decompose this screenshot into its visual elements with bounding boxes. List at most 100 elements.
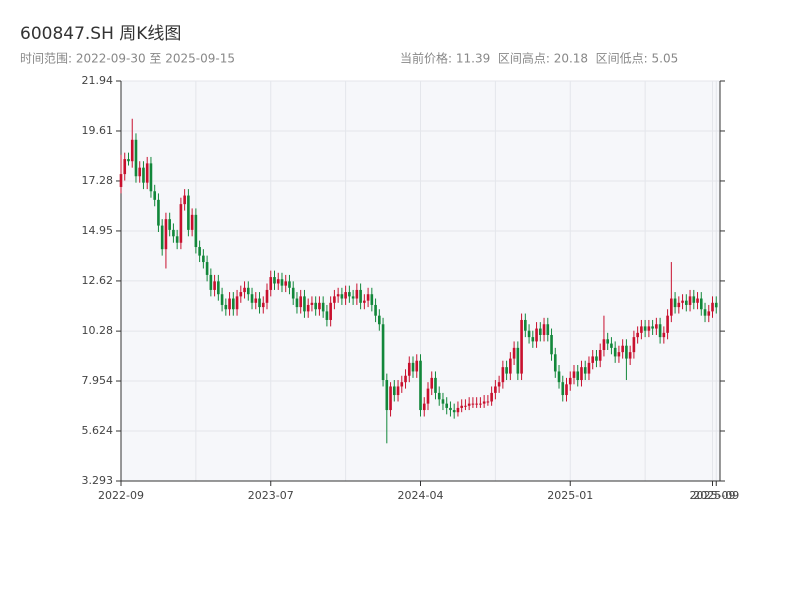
candle-body: [426, 388, 430, 404]
candle-body: [636, 332, 639, 338]
candle-body: [220, 294, 224, 305]
candle-body: [153, 191, 157, 200]
candle-body: [314, 302, 317, 310]
candle-body: [198, 247, 201, 256]
candle-body: [580, 367, 583, 381]
candle-body: [576, 371, 580, 381]
candle-body: [235, 296, 239, 310]
candle-body: [647, 326, 651, 331]
candle-body: [587, 362, 591, 374]
candle-body: [288, 281, 291, 288]
candle-body: [565, 384, 568, 396]
candle-body: [595, 356, 598, 361]
candle-body: [179, 204, 183, 243]
candle-body: [374, 304, 377, 316]
candle-body: [269, 277, 273, 290]
candle-body: [707, 311, 711, 316]
candle-body: [527, 330, 531, 338]
candle-body: [628, 352, 632, 359]
x-tick-label: 2023-07: [248, 489, 294, 502]
y-tick-label: 3.293: [82, 474, 114, 487]
candle-body: [261, 302, 265, 308]
candle-body: [434, 377, 437, 393]
candle-body: [464, 405, 467, 407]
candle-body: [385, 380, 389, 411]
candle-body: [441, 399, 445, 404]
candle-body: [325, 311, 329, 320]
candle-body: [273, 277, 276, 284]
candle-body: [621, 345, 624, 353]
chart-stats: 当前价格: 11.39 区间高点: 20.18 区间低点: 5.05: [400, 51, 678, 66]
candle-body: [692, 296, 696, 303]
y-tick-label: 12.62: [82, 274, 114, 287]
candle-body: [688, 296, 692, 305]
candle-body: [602, 339, 606, 350]
candle-body: [344, 292, 347, 299]
candle-body: [711, 302, 714, 312]
candle-body: [232, 298, 235, 310]
candle-body: [190, 214, 194, 230]
candle-body: [456, 407, 460, 413]
candle-body: [610, 343, 613, 348]
candle-body: [714, 302, 718, 308]
candle-body: [280, 279, 284, 286]
candle-body: [598, 349, 602, 361]
candle-body: [370, 294, 374, 305]
candle-body: [389, 386, 392, 411]
candle-body: [276, 279, 280, 284]
candle-body: [138, 167, 142, 177]
candle-body: [591, 356, 595, 363]
candle-body: [217, 281, 220, 295]
candle-body: [318, 302, 321, 310]
candle-body: [486, 401, 490, 403]
candle-body: [662, 332, 666, 338]
candle-body: [501, 367, 505, 383]
candle-body: [673, 298, 677, 308]
candle-body: [284, 281, 288, 286]
candle-body: [209, 274, 213, 290]
candle-body: [396, 386, 400, 396]
candle-body: [228, 298, 231, 310]
candle-body: [355, 289, 359, 299]
candle-body: [553, 354, 557, 372]
candle-body: [183, 195, 186, 205]
candle-body: [467, 403, 471, 406]
candle-body: [677, 302, 681, 308]
candle-body: [378, 315, 381, 325]
candle-body: [437, 392, 441, 400]
candle-body: [471, 403, 475, 405]
candle-body: [524, 319, 527, 331]
candle-body: [497, 382, 501, 387]
candle-body: [336, 294, 340, 297]
candle-body: [703, 309, 707, 316]
candle-body: [119, 174, 123, 187]
candle-body: [145, 163, 149, 183]
candle-body: [415, 360, 419, 372]
candle-body: [625, 345, 628, 359]
candle-body: [366, 294, 370, 301]
chart-subtitle: 时间范围: 2022-09-30 至 2025-09-15: [20, 52, 235, 66]
candle-body: [392, 386, 396, 396]
y-tick-label: 17.28: [82, 174, 114, 187]
chart-title: 600847.SH 周K线图: [20, 24, 181, 44]
candle-body: [651, 326, 654, 329]
candle-body: [509, 358, 512, 374]
candle-body: [164, 219, 168, 250]
candle-body: [419, 360, 422, 411]
candle-body: [520, 319, 523, 374]
candle-body: [303, 296, 306, 312]
candle-body: [295, 298, 299, 308]
candle-body: [583, 367, 587, 374]
candle-body: [340, 294, 344, 299]
y-tick-label: 14.95: [82, 224, 114, 237]
y-tick-label: 19.61: [82, 124, 114, 137]
candle-body: [452, 410, 456, 413]
y-tick-label: 10.28: [82, 324, 114, 337]
candle-body: [411, 362, 415, 372]
candle-body: [696, 298, 699, 303]
candle-body: [172, 229, 175, 237]
candle-body: [265, 289, 269, 303]
candle-body: [160, 225, 164, 250]
